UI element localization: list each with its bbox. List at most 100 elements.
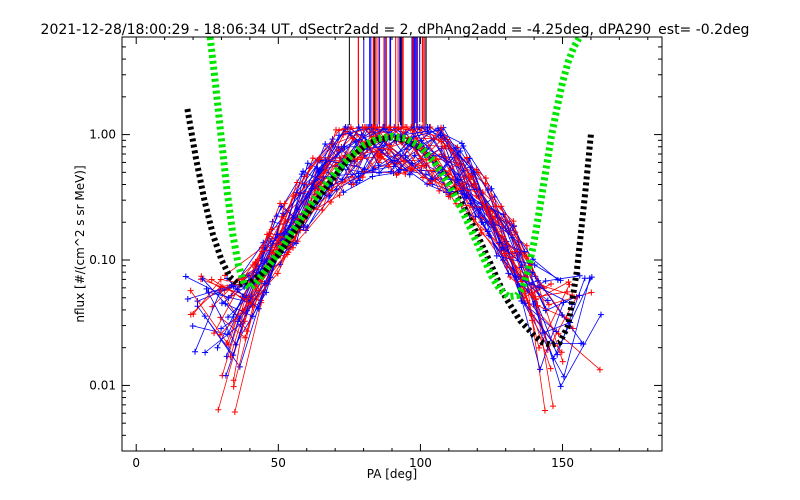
measured-point bbox=[536, 344, 543, 351]
measured-point bbox=[355, 170, 362, 177]
measured-point bbox=[225, 314, 232, 321]
measured-point bbox=[580, 340, 587, 347]
measured-point bbox=[395, 123, 402, 130]
measured-point bbox=[566, 281, 573, 288]
measured-point bbox=[227, 353, 234, 360]
y-axis-label: nflux [#/(cm^2 s sr MeV)] bbox=[73, 165, 87, 322]
y-tick-label: 0.01 bbox=[89, 378, 116, 392]
measured-point bbox=[537, 366, 544, 373]
measured-point bbox=[581, 275, 588, 282]
measured-point bbox=[376, 169, 383, 176]
measured-point bbox=[493, 252, 500, 259]
measured-point bbox=[523, 242, 530, 249]
measured-point bbox=[361, 166, 368, 173]
measured-point bbox=[417, 155, 424, 162]
measured-point bbox=[484, 187, 491, 194]
measured-point bbox=[340, 189, 347, 196]
measured-point bbox=[208, 276, 215, 283]
measured-point bbox=[505, 270, 512, 277]
measured-point bbox=[245, 272, 252, 279]
measured-point bbox=[402, 123, 409, 130]
measured-point bbox=[521, 248, 528, 255]
measured-point bbox=[457, 148, 464, 155]
measured-point bbox=[478, 219, 485, 226]
measured-point bbox=[438, 138, 445, 145]
measured-point bbox=[322, 167, 329, 174]
measured-point bbox=[252, 258, 259, 265]
measured-point bbox=[557, 277, 564, 284]
measured-point bbox=[434, 125, 441, 132]
measured-point bbox=[559, 311, 566, 318]
measured-point bbox=[189, 322, 196, 329]
measured-point bbox=[559, 358, 566, 365]
measured-trace bbox=[204, 126, 561, 353]
measured-point bbox=[531, 262, 538, 269]
x-tick-label: 100 bbox=[409, 456, 432, 470]
measured-point bbox=[513, 248, 520, 255]
measured-point bbox=[375, 162, 382, 169]
measured-point bbox=[302, 227, 309, 234]
measured-point bbox=[565, 279, 572, 286]
measured-point bbox=[588, 289, 595, 296]
measured-trace bbox=[208, 126, 591, 378]
measured-point bbox=[557, 383, 564, 390]
measured-point bbox=[236, 363, 243, 370]
measured-point bbox=[560, 299, 567, 306]
measured-point bbox=[369, 124, 376, 131]
measured-point bbox=[369, 173, 376, 180]
measured-point bbox=[475, 169, 482, 176]
measured-point bbox=[355, 123, 362, 130]
measured-point bbox=[243, 328, 250, 335]
measured-point bbox=[598, 311, 605, 318]
measured-point bbox=[225, 294, 232, 301]
x-tick-label: 50 bbox=[271, 456, 286, 470]
measured-point bbox=[351, 162, 358, 169]
measured-point bbox=[333, 126, 340, 133]
measured-point bbox=[458, 140, 465, 147]
measured-point bbox=[225, 341, 232, 348]
measured-point bbox=[548, 280, 555, 287]
measured-trace bbox=[192, 135, 567, 319]
measured-point bbox=[192, 348, 199, 355]
measured-point bbox=[244, 295, 251, 302]
measured-point bbox=[268, 226, 275, 233]
measured-point bbox=[352, 138, 359, 145]
measured-point bbox=[190, 311, 197, 318]
measured-point bbox=[385, 163, 392, 170]
measured-point bbox=[461, 194, 468, 201]
measured-point bbox=[354, 156, 361, 163]
measured-point bbox=[293, 179, 300, 186]
measured-point bbox=[336, 192, 343, 199]
measured-point bbox=[309, 155, 316, 162]
measured-point bbox=[202, 349, 209, 356]
measured-point bbox=[199, 275, 206, 282]
x-tick-label: 150 bbox=[551, 456, 574, 470]
measured-point bbox=[349, 173, 356, 180]
measured-point bbox=[304, 160, 311, 167]
measured-point bbox=[264, 231, 271, 238]
measured-point bbox=[560, 373, 567, 380]
measured-point bbox=[539, 329, 546, 336]
measured-point bbox=[424, 181, 431, 188]
measured-point bbox=[359, 174, 366, 181]
measured-point bbox=[410, 123, 417, 130]
measured-point bbox=[545, 301, 552, 308]
measured-point bbox=[223, 353, 230, 360]
measured-point bbox=[535, 285, 542, 292]
measured-point bbox=[376, 153, 383, 160]
measured-point bbox=[347, 130, 354, 137]
measured-point bbox=[445, 193, 452, 200]
measured-point bbox=[182, 273, 189, 280]
measured-point bbox=[438, 124, 445, 131]
measured-point bbox=[222, 372, 229, 379]
measured-point bbox=[278, 203, 285, 210]
measured-point bbox=[274, 231, 281, 238]
y-tick-label: 1.00 bbox=[89, 128, 116, 142]
measured-point bbox=[468, 173, 475, 180]
measured-point bbox=[408, 166, 415, 173]
measured-point bbox=[550, 403, 557, 410]
measured-point bbox=[542, 277, 549, 284]
measured-point bbox=[314, 165, 321, 172]
x-axis: 0 50 100 150 bbox=[132, 37, 649, 470]
